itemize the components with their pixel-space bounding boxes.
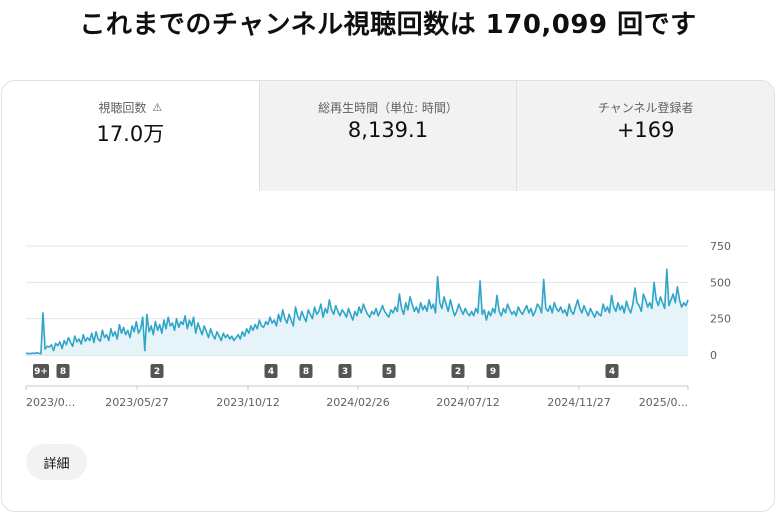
y-tick-label-1: 250 (710, 313, 731, 326)
event-marker-7[interactable] (451, 364, 465, 378)
event-marker-label-1: 8 (60, 367, 66, 377)
tab-watch-time[interactable]: 総再生時間（単位: 時間） 8,139.1 (258, 81, 517, 191)
analytics-card: 視聴回数 ⚠ 17.0万 総再生時間（単位: 時間） 8,139.1 チャンネル登… (1, 80, 775, 512)
event-marker-label-8: 9 (490, 367, 496, 377)
views-chart: 0 250 500 750 9+ 8 2 4 8 3 5 2 9 4 2023/0... 2023/05/27… (25, 240, 731, 409)
event-marker-4[interactable] (299, 364, 313, 378)
event-marker-label-6: 5 (386, 367, 392, 377)
event-marker-3[interactable] (264, 364, 278, 378)
x-tick-label-1: 2023/05/27 (105, 396, 168, 409)
page-title: これまでのチャンネル視聴回数は 170,099 回です (79, 10, 697, 40)
warning-icon[interactable]: ⚠ (152, 101, 163, 114)
tab-views[interactable]: 視聴回数 ⚠ 17.0万 (2, 81, 259, 191)
x-tick-label-2: 2023/10/12 (216, 396, 279, 409)
tab-subscribers-value: +169 (616, 118, 675, 142)
event-marker-6[interactable] (382, 364, 396, 378)
event-marker-label-5: 3 (342, 367, 348, 377)
y-tick-label-3: 750 (710, 240, 731, 253)
event-marker-9[interactable] (605, 364, 619, 378)
event-marker-label-7: 2 (455, 367, 461, 377)
details-button[interactable]: 詳細 (26, 444, 87, 480)
event-marker-2[interactable] (150, 364, 164, 378)
y-tick-label-2: 500 (710, 276, 731, 289)
tab-watch-time-value: 8,139.1 (347, 118, 429, 142)
tab-watch-time-label: 総再生時間（単位: 時間） (318, 101, 458, 115)
tab-views-value: 17.0万 (96, 122, 165, 146)
event-marker-label-3: 4 (268, 367, 274, 377)
event-marker-5[interactable] (338, 364, 352, 378)
x-tick-label-5: 2024/11/27 (547, 396, 610, 409)
event-marker-8[interactable] (486, 364, 500, 378)
event-marker-label-2: 2 (154, 367, 160, 377)
event-marker-label-4: 8 (303, 367, 309, 377)
series-area (26, 269, 688, 355)
x-tick-label-4: 2024/07/12 (436, 396, 499, 409)
tab-views-label: 視聴回数 (98, 101, 147, 115)
event-marker-0[interactable] (33, 364, 49, 378)
metric-tabs: 視聴回数 ⚠ 17.0万 総再生時間（単位: 時間） 8,139.1 チャンネル登… (2, 81, 774, 191)
event-marker-label-0: 9+ (34, 367, 48, 377)
x-tick-label-6: 2025/0... (639, 396, 688, 409)
event-marker-label-9: 4 (609, 367, 615, 377)
tab-subscribers[interactable]: チャンネル登録者 +169 (516, 81, 774, 191)
y-tick-label-0: 0 (710, 349, 717, 362)
series-line (25, 268, 689, 355)
x-tick-label-3: 2024/02/26 (326, 396, 389, 409)
tab-subscribers-label: チャンネル登録者 (597, 101, 694, 115)
event-marker-1[interactable] (56, 364, 70, 378)
x-tick-label-0: 2023/0... (26, 396, 75, 409)
